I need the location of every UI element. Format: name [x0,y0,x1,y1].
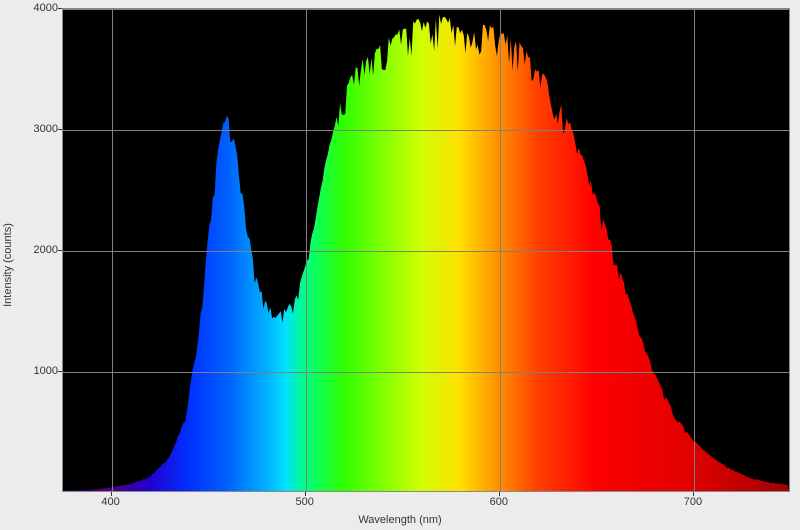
plot-area [62,8,790,492]
y-tick-label: 1000 [34,365,58,377]
x-tick-label: 600 [490,496,508,508]
x-tick-mark [499,492,500,496]
grid-line-v [112,9,113,491]
grid-line-h [63,130,789,131]
y-tick-label: 2000 [34,244,58,256]
grid-line-v [306,9,307,491]
spectrum-svg [63,9,789,491]
grid-line-v [694,9,695,491]
grid-line-h [63,9,789,10]
y-axis-label: Intensity (counts) [2,223,14,307]
y-tick-mark [58,8,62,9]
x-axis-label: Wavelength (nm) [358,514,441,526]
grid-line-h [63,372,789,373]
grid-line-v [500,9,501,491]
x-tick-label: 400 [101,496,119,508]
grid-line-h [63,251,789,252]
x-tick-mark [305,492,306,496]
y-tick-mark [58,371,62,372]
x-tick-label: 700 [684,496,702,508]
x-tick-mark [693,492,694,496]
y-tick-mark [58,250,62,251]
spectrum-area [63,15,789,491]
x-tick-label: 500 [295,496,313,508]
y-tick-label: 4000 [34,2,58,14]
y-tick-mark [58,129,62,130]
y-tick-label: 3000 [34,123,58,135]
x-tick-mark [111,492,112,496]
